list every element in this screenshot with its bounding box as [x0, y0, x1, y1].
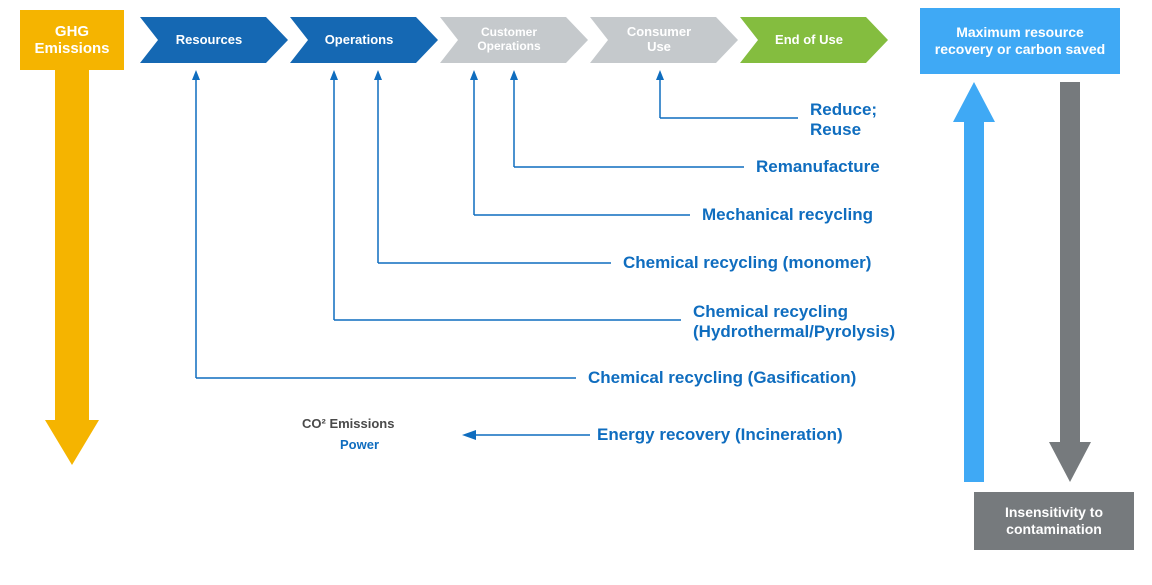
label-pathway-2: Mechanical recycling: [702, 205, 873, 225]
label-incineration: Energy recovery (Incineration): [597, 425, 843, 445]
label-pathway-1: Remanufacture: [756, 157, 880, 177]
label-pathway-0: Reduce;Reuse: [810, 100, 877, 139]
power-label: Power: [340, 437, 379, 452]
label-pathway-4: Chemical recycling(Hydrothermal/Pyrolysi…: [693, 302, 895, 341]
pathway-connectors: [0, 0, 1152, 585]
label-pathway-5: Chemical recycling (Gasification): [588, 368, 856, 388]
co2-emissions-label: CO² Emissions: [302, 416, 394, 431]
label-pathway-3: Chemical recycling (monomer): [623, 253, 871, 273]
incineration-arrow: [462, 427, 590, 443]
